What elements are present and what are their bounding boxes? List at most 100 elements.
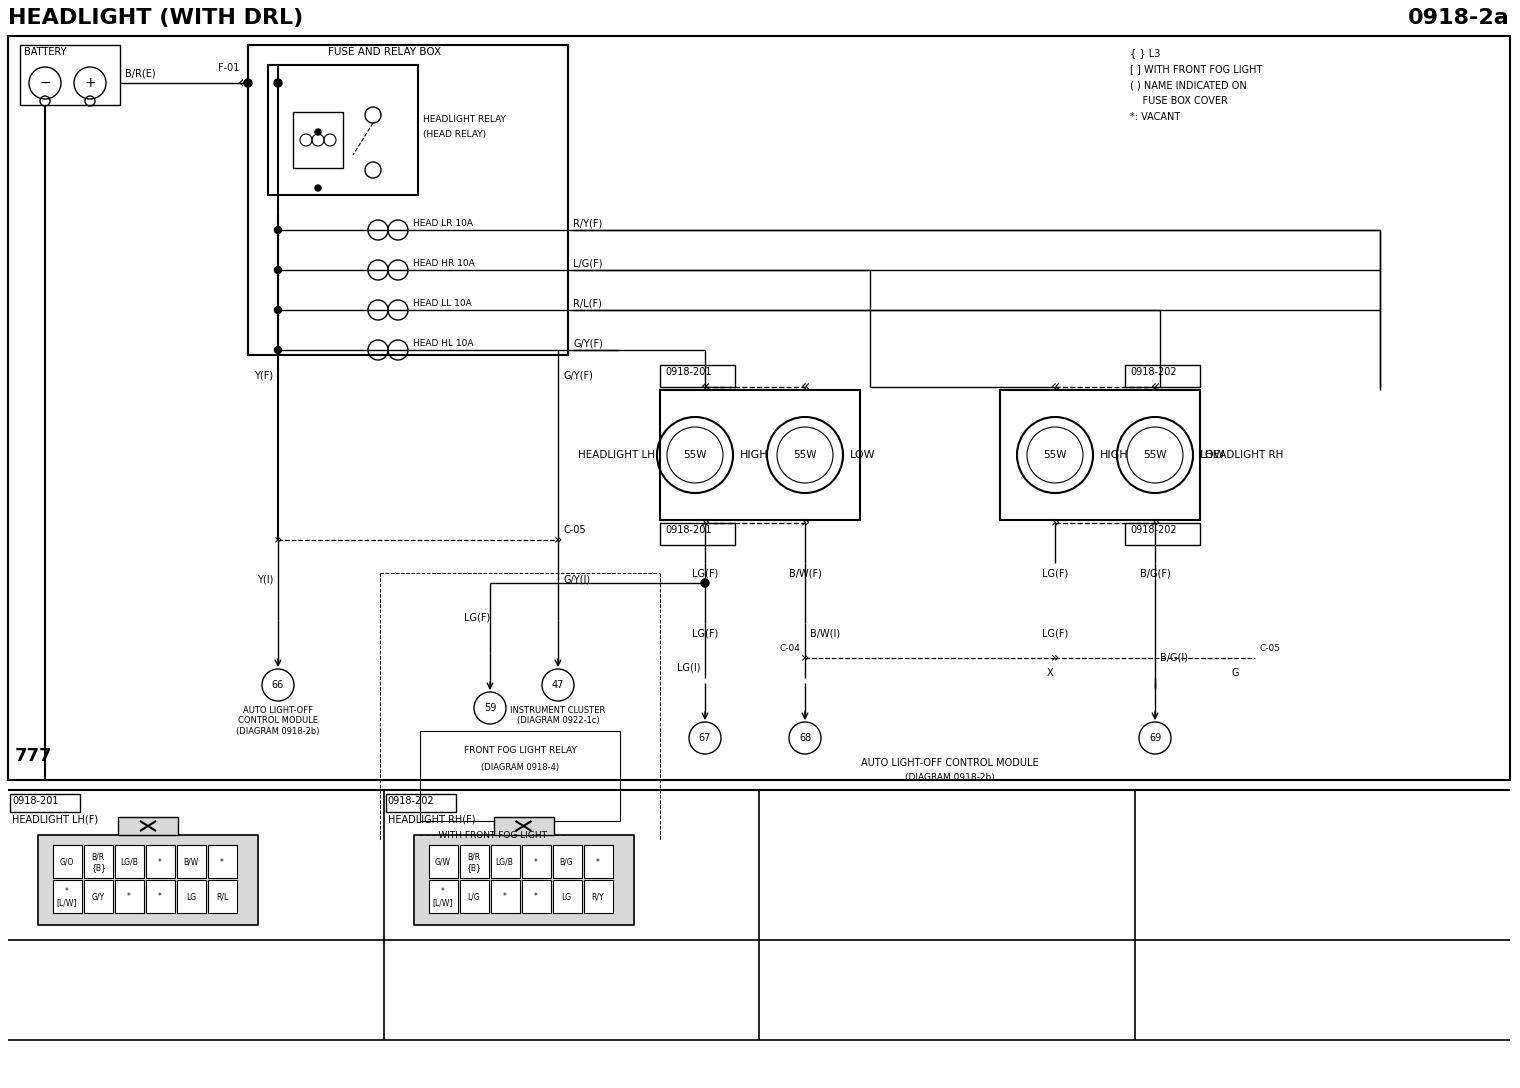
Text: LG: LG	[561, 892, 572, 902]
Text: R/Y(F): R/Y(F)	[573, 218, 602, 228]
Text: G/O: G/O	[59, 857, 74, 866]
Text: G/Y(F): G/Y(F)	[573, 338, 603, 348]
Bar	[176, 845, 207, 878]
Bar	[1125, 523, 1199, 545]
Text: ( ) NAME INDICATED ON: ( ) NAME INDICATED ON	[1129, 81, 1246, 90]
Text: FUSE AND RELAY BOX: FUSE AND RELAY BOX	[328, 47, 441, 57]
Bar	[521, 845, 550, 878]
Text: 67: 67	[699, 733, 711, 743]
Text: »: »	[1050, 651, 1059, 665]
Text: X: X	[1047, 668, 1053, 678]
Bar	[119, 817, 178, 834]
Text: - - - WITH FRONT FOG LIGHT - - -: - - - WITH FRONT FOG LIGHT - - -	[420, 831, 565, 840]
Text: LG(F): LG(F)	[1041, 568, 1069, 578]
Text: »: »	[801, 651, 809, 665]
Text: LOW: LOW	[850, 450, 876, 460]
Circle shape	[245, 79, 252, 87]
Text: B/R(E): B/R(E)	[125, 69, 155, 79]
Text: LG(F): LG(F)	[692, 568, 717, 578]
Text: B/W(I): B/W(I)	[810, 628, 841, 638]
Bar	[208, 845, 237, 878]
Bar	[429, 845, 458, 878]
Text: »: »	[701, 516, 710, 531]
Text: 55W: 55W	[1143, 450, 1167, 460]
Text: »: »	[1151, 516, 1160, 531]
Text: «: «	[801, 380, 810, 395]
Text: »: »	[553, 533, 562, 547]
Text: L/G(F): L/G(F)	[573, 258, 602, 268]
Text: 0918-202: 0918-202	[1129, 367, 1176, 378]
Text: (DIAGRAM 0918-2b): (DIAGRAM 0918-2b)	[904, 772, 996, 782]
Text: 69: 69	[1149, 733, 1161, 743]
Text: »: »	[801, 516, 810, 531]
Bar	[8, 36, 1509, 780]
Text: G/Y(I): G/Y(I)	[562, 574, 590, 585]
Bar	[1125, 364, 1199, 387]
Text: 0918-201: 0918-201	[12, 796, 58, 806]
Text: G: G	[1231, 668, 1239, 678]
Text: INSTRUMENT CLUSTER
(DIAGRAM 0922-1c): INSTRUMENT CLUSTER (DIAGRAM 0922-1c)	[511, 706, 605, 726]
Text: «: «	[237, 74, 248, 92]
Text: *: *	[220, 857, 223, 866]
Text: Y(I): Y(I)	[257, 574, 274, 585]
Circle shape	[701, 579, 708, 588]
Bar	[459, 880, 488, 913]
Text: *: *	[158, 857, 163, 866]
Bar	[521, 880, 550, 913]
Text: *: *	[503, 892, 506, 902]
Bar	[429, 880, 458, 913]
Text: *: *	[534, 892, 538, 902]
Text: B/G(I): B/G(I)	[1160, 653, 1189, 663]
Text: HEADLIGHT RH(F): HEADLIGHT RH(F)	[388, 815, 474, 825]
Bar	[176, 880, 207, 913]
Text: LG/B: LG/B	[120, 857, 138, 866]
Text: LG/B: LG/B	[496, 857, 514, 866]
Text: HEADLIGHT RH: HEADLIGHT RH	[1205, 450, 1283, 460]
Circle shape	[315, 185, 321, 191]
Text: Y(F): Y(F)	[254, 370, 274, 380]
Text: G/Y(F): G/Y(F)	[562, 370, 593, 380]
Text: 55W: 55W	[793, 450, 816, 460]
Bar	[420, 731, 620, 821]
Text: »: »	[1050, 516, 1059, 531]
Text: «: «	[1151, 380, 1160, 395]
Bar	[116, 880, 144, 913]
Bar	[146, 880, 175, 913]
Text: BATTERY: BATTERY	[24, 47, 67, 57]
Text: HIGH: HIGH	[1100, 450, 1129, 460]
Text: LG(F): LG(F)	[464, 613, 489, 623]
Text: L/G: L/G	[467, 892, 480, 902]
Text: HIGH: HIGH	[740, 450, 769, 460]
Bar	[84, 880, 112, 913]
Text: HEADLIGHT LH(F): HEADLIGHT LH(F)	[12, 815, 99, 825]
Text: *: VACANT: *: VACANT	[1129, 112, 1180, 122]
Text: 0918-202: 0918-202	[1129, 526, 1176, 535]
Bar	[84, 845, 112, 878]
Text: { } L3: { } L3	[1129, 48, 1160, 58]
Text: *: *	[596, 857, 599, 866]
Bar	[584, 845, 613, 878]
Text: HEAD LL 10A: HEAD LL 10A	[413, 299, 471, 308]
Text: »: »	[274, 533, 283, 547]
Bar	[491, 845, 520, 878]
Text: *
[L/W]: * [L/W]	[432, 888, 453, 906]
Text: [ ] WITH FRONT FOG LIGHT: [ ] WITH FRONT FOG LIGHT	[1129, 64, 1263, 74]
Bar	[53, 880, 82, 913]
Text: R/L: R/L	[216, 892, 228, 902]
Text: HEAD HR 10A: HEAD HR 10A	[413, 259, 474, 268]
Text: −: −	[40, 76, 50, 90]
Bar	[552, 880, 582, 913]
Text: HEAD LR 10A: HEAD LR 10A	[413, 219, 473, 228]
Bar	[11, 794, 81, 812]
Text: 47: 47	[552, 680, 564, 690]
Text: 55W: 55W	[684, 450, 707, 460]
Text: 66: 66	[272, 680, 284, 690]
Bar	[268, 65, 418, 195]
Text: 0918-201: 0918-201	[666, 526, 711, 535]
Circle shape	[315, 129, 321, 135]
Bar	[494, 817, 553, 834]
Text: G/W: G/W	[435, 857, 450, 866]
Text: (HEAD RELAY): (HEAD RELAY)	[423, 131, 486, 139]
Text: «: «	[701, 380, 710, 395]
Text: B/W: B/W	[184, 857, 199, 866]
